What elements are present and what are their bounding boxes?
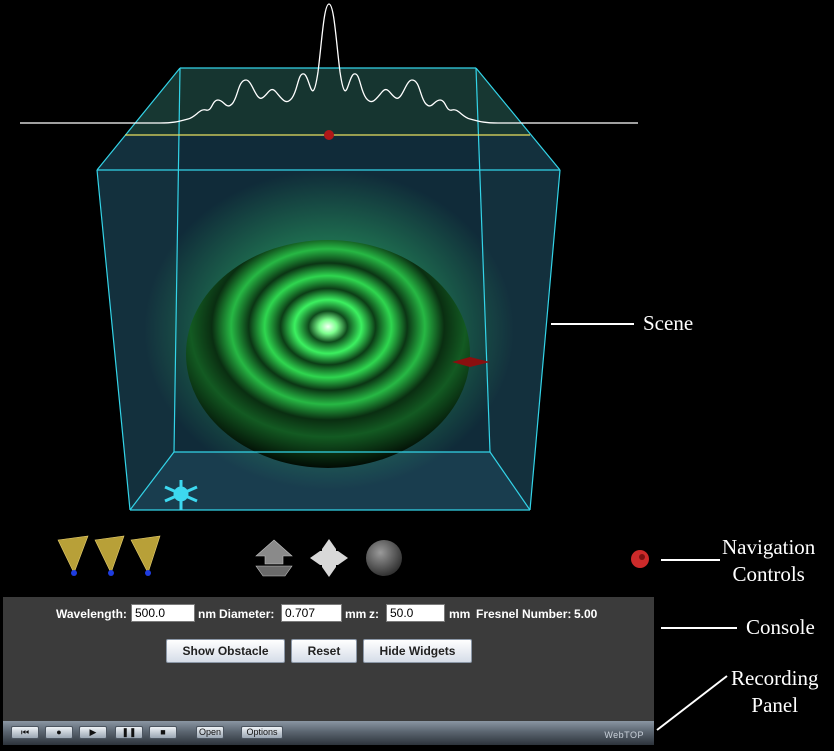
rewind-button[interactable]: ⏮	[11, 726, 39, 739]
console-callout-line	[661, 627, 737, 629]
diameter-label: Diameter:	[219, 607, 275, 621]
diffraction-pattern	[186, 240, 470, 468]
box-right-face	[476, 68, 560, 510]
play-button[interactable]: ▶	[79, 726, 107, 739]
recording-callout: Recording Panel	[731, 666, 819, 717]
hide-widgets-button[interactable]: Hide Widgets	[363, 639, 472, 663]
record-dot-icon[interactable]	[631, 550, 649, 568]
light-source-icon[interactable]	[164, 480, 198, 510]
console-panel: Wavelength: nm Diameter: mm z: mm Fresne…	[3, 597, 654, 721]
open-button[interactable]: Open	[196, 726, 224, 739]
intensity-profile-line	[20, 3, 638, 124]
wavelength-input[interactable]	[131, 604, 195, 622]
box-edges	[96, 67, 561, 511]
console-callout: Console	[746, 615, 815, 639]
diameter-unit: mm	[345, 607, 367, 621]
z-input[interactable]	[386, 604, 445, 622]
navigation-callout-line	[661, 559, 720, 561]
box-top-face	[125, 68, 530, 135]
wavelength-label: Wavelength:	[56, 607, 127, 621]
fresnel-value: 5.00	[574, 607, 598, 621]
profile-center-marker[interactable]	[324, 130, 334, 140]
show-obstacle-button[interactable]: Show Obstacle	[166, 639, 285, 663]
pan-arrow-icon[interactable]	[255, 539, 293, 577]
scene-callout: Scene	[643, 311, 694, 335]
play-icon: ▶	[89, 727, 97, 737]
z-position-widget[interactable]	[452, 357, 490, 367]
webtop-brand: WebTOP	[604, 730, 644, 740]
move-arrows-icon[interactable]	[310, 539, 348, 577]
view-cone-icon[interactable]	[57, 535, 89, 576]
navigation-callout: Navigation Controls	[722, 535, 816, 586]
stop-icon: ■	[160, 727, 166, 737]
scene-3d-viewport[interactable]	[0, 0, 660, 590]
z-unit: mm	[449, 607, 471, 621]
fresnel-label: Fresnel Number:	[476, 607, 572, 621]
rotate-sphere-icon[interactable]	[366, 540, 402, 576]
z-label: z:	[369, 607, 379, 621]
record-button[interactable]: ●	[45, 726, 73, 739]
pause-button[interactable]: ❚❚	[115, 726, 143, 739]
recording-callout-line	[656, 675, 728, 731]
parameter-row: Wavelength: nm Diameter: mm z: mm Fresne…	[3, 604, 654, 624]
view-cone-icon[interactable]	[130, 535, 161, 576]
options-button[interactable]: Options	[241, 726, 283, 739]
box-left-face	[97, 68, 180, 510]
rewind-icon: ⏮	[20, 727, 30, 737]
view-cone-icon[interactable]	[94, 535, 125, 576]
scene-callout-line	[551, 323, 634, 325]
wavelength-unit: nm	[198, 607, 216, 621]
stop-button[interactable]: ■	[149, 726, 177, 739]
recording-panel: ⏮ ● ▶ ❚❚ ■ Open Options WebTOP	[3, 721, 654, 745]
pause-icon: ❚❚	[121, 727, 137, 737]
reset-button[interactable]: Reset	[291, 639, 357, 663]
record-icon: ●	[56, 727, 62, 737]
diameter-input[interactable]	[281, 604, 342, 622]
